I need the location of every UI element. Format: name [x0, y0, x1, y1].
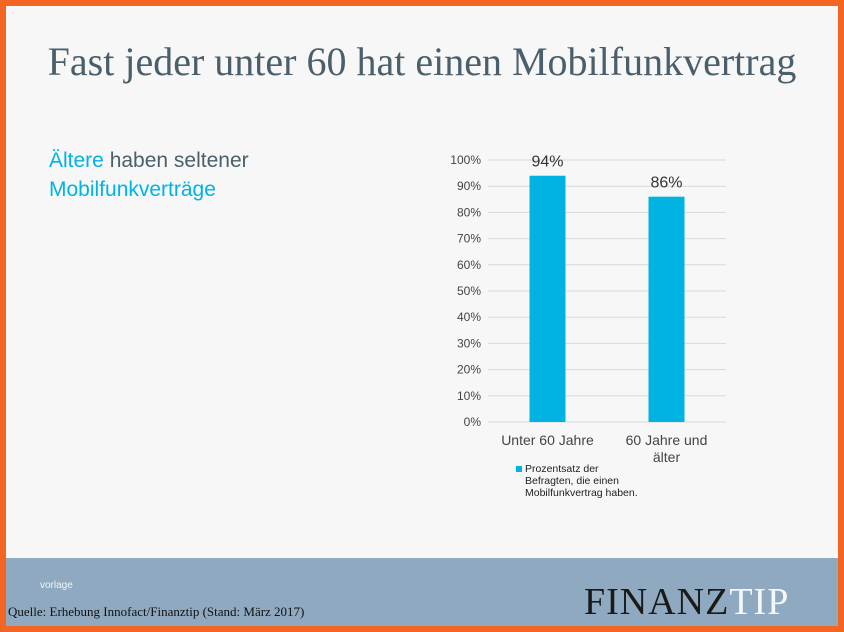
slide: Fast jeder unter 60 hat einen Mobilfunkv… [6, 6, 838, 626]
vorlage-label: vorlage [40, 580, 73, 591]
y-tick-label: 60% [457, 258, 481, 272]
y-tick-label: 40% [457, 310, 481, 324]
subtitle-line2: Mobilfunkverträge [49, 178, 216, 201]
bar [648, 196, 685, 422]
legend-line-2: Befragten, die einen [525, 475, 619, 487]
source-note: Quelle: Erhebung Innofact/Finanztip (Sta… [8, 604, 305, 619]
subtitle-rest: haben seltener [103, 149, 249, 172]
legend-swatch [516, 466, 522, 472]
y-tick-label: 10% [457, 389, 481, 403]
data-label: 94% [531, 154, 563, 171]
bar-chart: 0% 10% 20% 30% 40% 50% 60% 70% 80% 90% 100% 94% Unte… [450, 153, 726, 465]
footer-bar: vorlage Quelle: Erhebung Innofact/Finanz… [6, 558, 838, 626]
y-tick-label: 80% [457, 205, 481, 219]
slide-subtitle: Ältere haben seltener Mobilfunkverträge [49, 146, 309, 204]
y-tick-label: 90% [457, 179, 481, 193]
slide-title: Fast jeder unter 60 hat einen Mobilfunkv… [47, 39, 797, 84]
logo-part-1: FINANZ [584, 581, 730, 623]
y-tick-label: 0% [464, 415, 482, 429]
bar [529, 175, 566, 422]
y-tick-label: 100% [450, 153, 481, 167]
y-tick-label: 50% [457, 284, 481, 298]
chart-legend: Prozentsatz der Befragten, die einen Mob… [516, 463, 696, 499]
y-tick-label: 30% [457, 336, 481, 350]
logo-part-2: TIP [729, 581, 790, 623]
data-label: 86% [650, 175, 682, 192]
x-tick-label: 60 Jahre und [626, 432, 708, 448]
y-tick-label: 20% [457, 363, 481, 377]
subtitle-highlight: Ältere [49, 149, 104, 172]
x-tick-label: Unter 60 Jahre [501, 432, 594, 448]
x-tick-label: älter [653, 449, 681, 465]
legend-line-3: Mobilfunkvertrag haben. [525, 487, 638, 499]
legend-label: Prozentsatz der Befragten, die einen Mob… [525, 463, 696, 499]
y-tick-label: 70% [457, 232, 481, 246]
finanztip-logo: FINANZTIP [584, 580, 789, 624]
legend-line-1: Prozentsatz der [525, 463, 599, 475]
